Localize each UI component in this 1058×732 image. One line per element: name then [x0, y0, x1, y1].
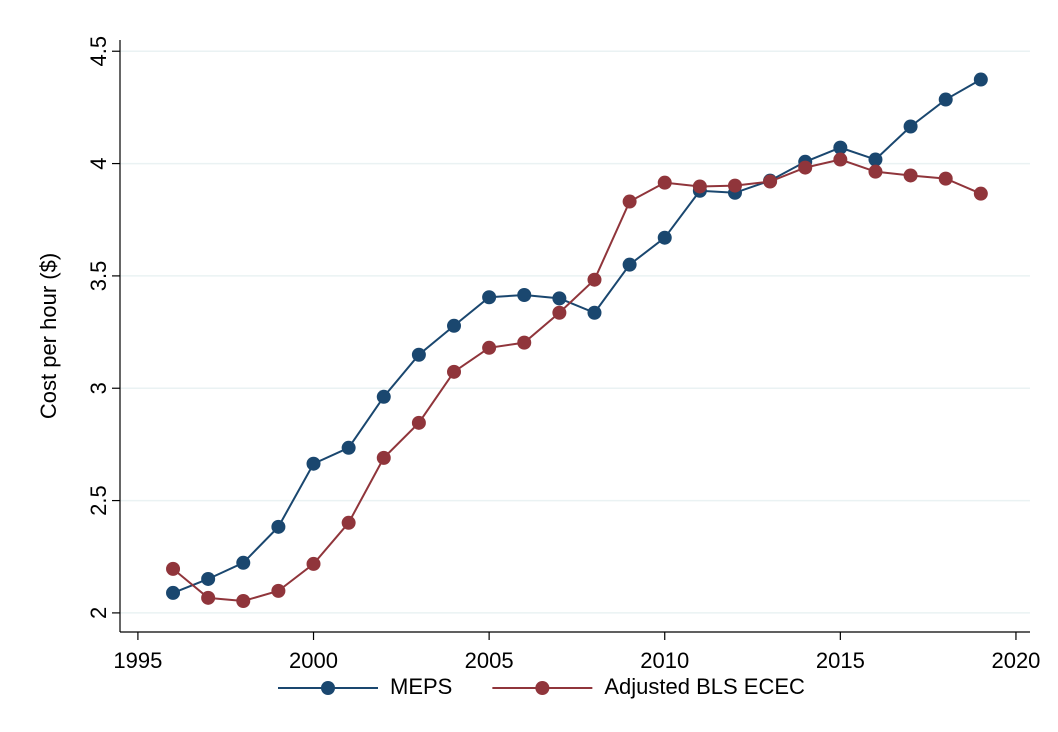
point — [622, 257, 637, 272]
y-tick-label: 4.5 — [86, 36, 111, 67]
x-tick-label: 2000 — [289, 648, 338, 673]
legend-label: MEPS — [390, 674, 452, 699]
point — [411, 347, 426, 362]
point — [622, 194, 637, 209]
legend-marker — [535, 681, 550, 695]
point — [692, 179, 707, 194]
point — [973, 186, 988, 201]
point — [166, 561, 181, 576]
point — [903, 168, 918, 183]
y-tick-label: 3 — [86, 382, 111, 394]
point — [376, 389, 391, 404]
point — [798, 160, 813, 175]
point — [306, 556, 321, 571]
x-tick-label: 2010 — [640, 648, 689, 673]
point — [447, 318, 462, 333]
point — [166, 585, 181, 600]
point — [236, 593, 251, 608]
point — [517, 335, 532, 350]
y-tick-label: 2 — [86, 607, 111, 619]
point — [657, 175, 672, 190]
point — [201, 571, 216, 586]
y-tick-label: 2.5 — [86, 485, 111, 516]
x-tick-label: 2020 — [991, 648, 1040, 673]
point — [411, 415, 426, 430]
point — [271, 583, 286, 598]
point — [376, 450, 391, 465]
point — [447, 364, 462, 379]
legend-label: Adjusted BLS ECEC — [604, 674, 805, 699]
point — [517, 287, 532, 302]
y-axis-label: Cost per hour ($) — [36, 253, 61, 419]
point — [938, 92, 953, 107]
x-tick-label: 2015 — [816, 648, 865, 673]
point — [727, 178, 742, 193]
point — [552, 291, 567, 306]
point — [763, 174, 778, 189]
point — [657, 230, 672, 245]
point — [587, 272, 602, 287]
x-tick-label: 1995 — [113, 648, 162, 673]
point — [236, 555, 251, 570]
point — [341, 515, 356, 530]
series-line — [172, 158, 982, 603]
point — [306, 456, 321, 471]
point — [868, 152, 883, 167]
point — [833, 152, 848, 167]
y-tick-label: 3.5 — [86, 261, 111, 292]
series-line — [172, 78, 982, 594]
point — [482, 340, 497, 355]
point — [833, 140, 848, 155]
point — [552, 305, 567, 320]
point — [587, 305, 602, 320]
point — [903, 119, 918, 134]
point — [973, 72, 988, 87]
x-tick-label: 2005 — [465, 648, 514, 673]
point — [201, 590, 216, 605]
point — [868, 164, 883, 179]
y-tick-label: 4 — [86, 157, 111, 169]
point — [271, 519, 286, 534]
point — [938, 171, 953, 186]
point — [482, 290, 497, 305]
point — [341, 440, 356, 455]
legend-marker — [321, 681, 335, 695]
